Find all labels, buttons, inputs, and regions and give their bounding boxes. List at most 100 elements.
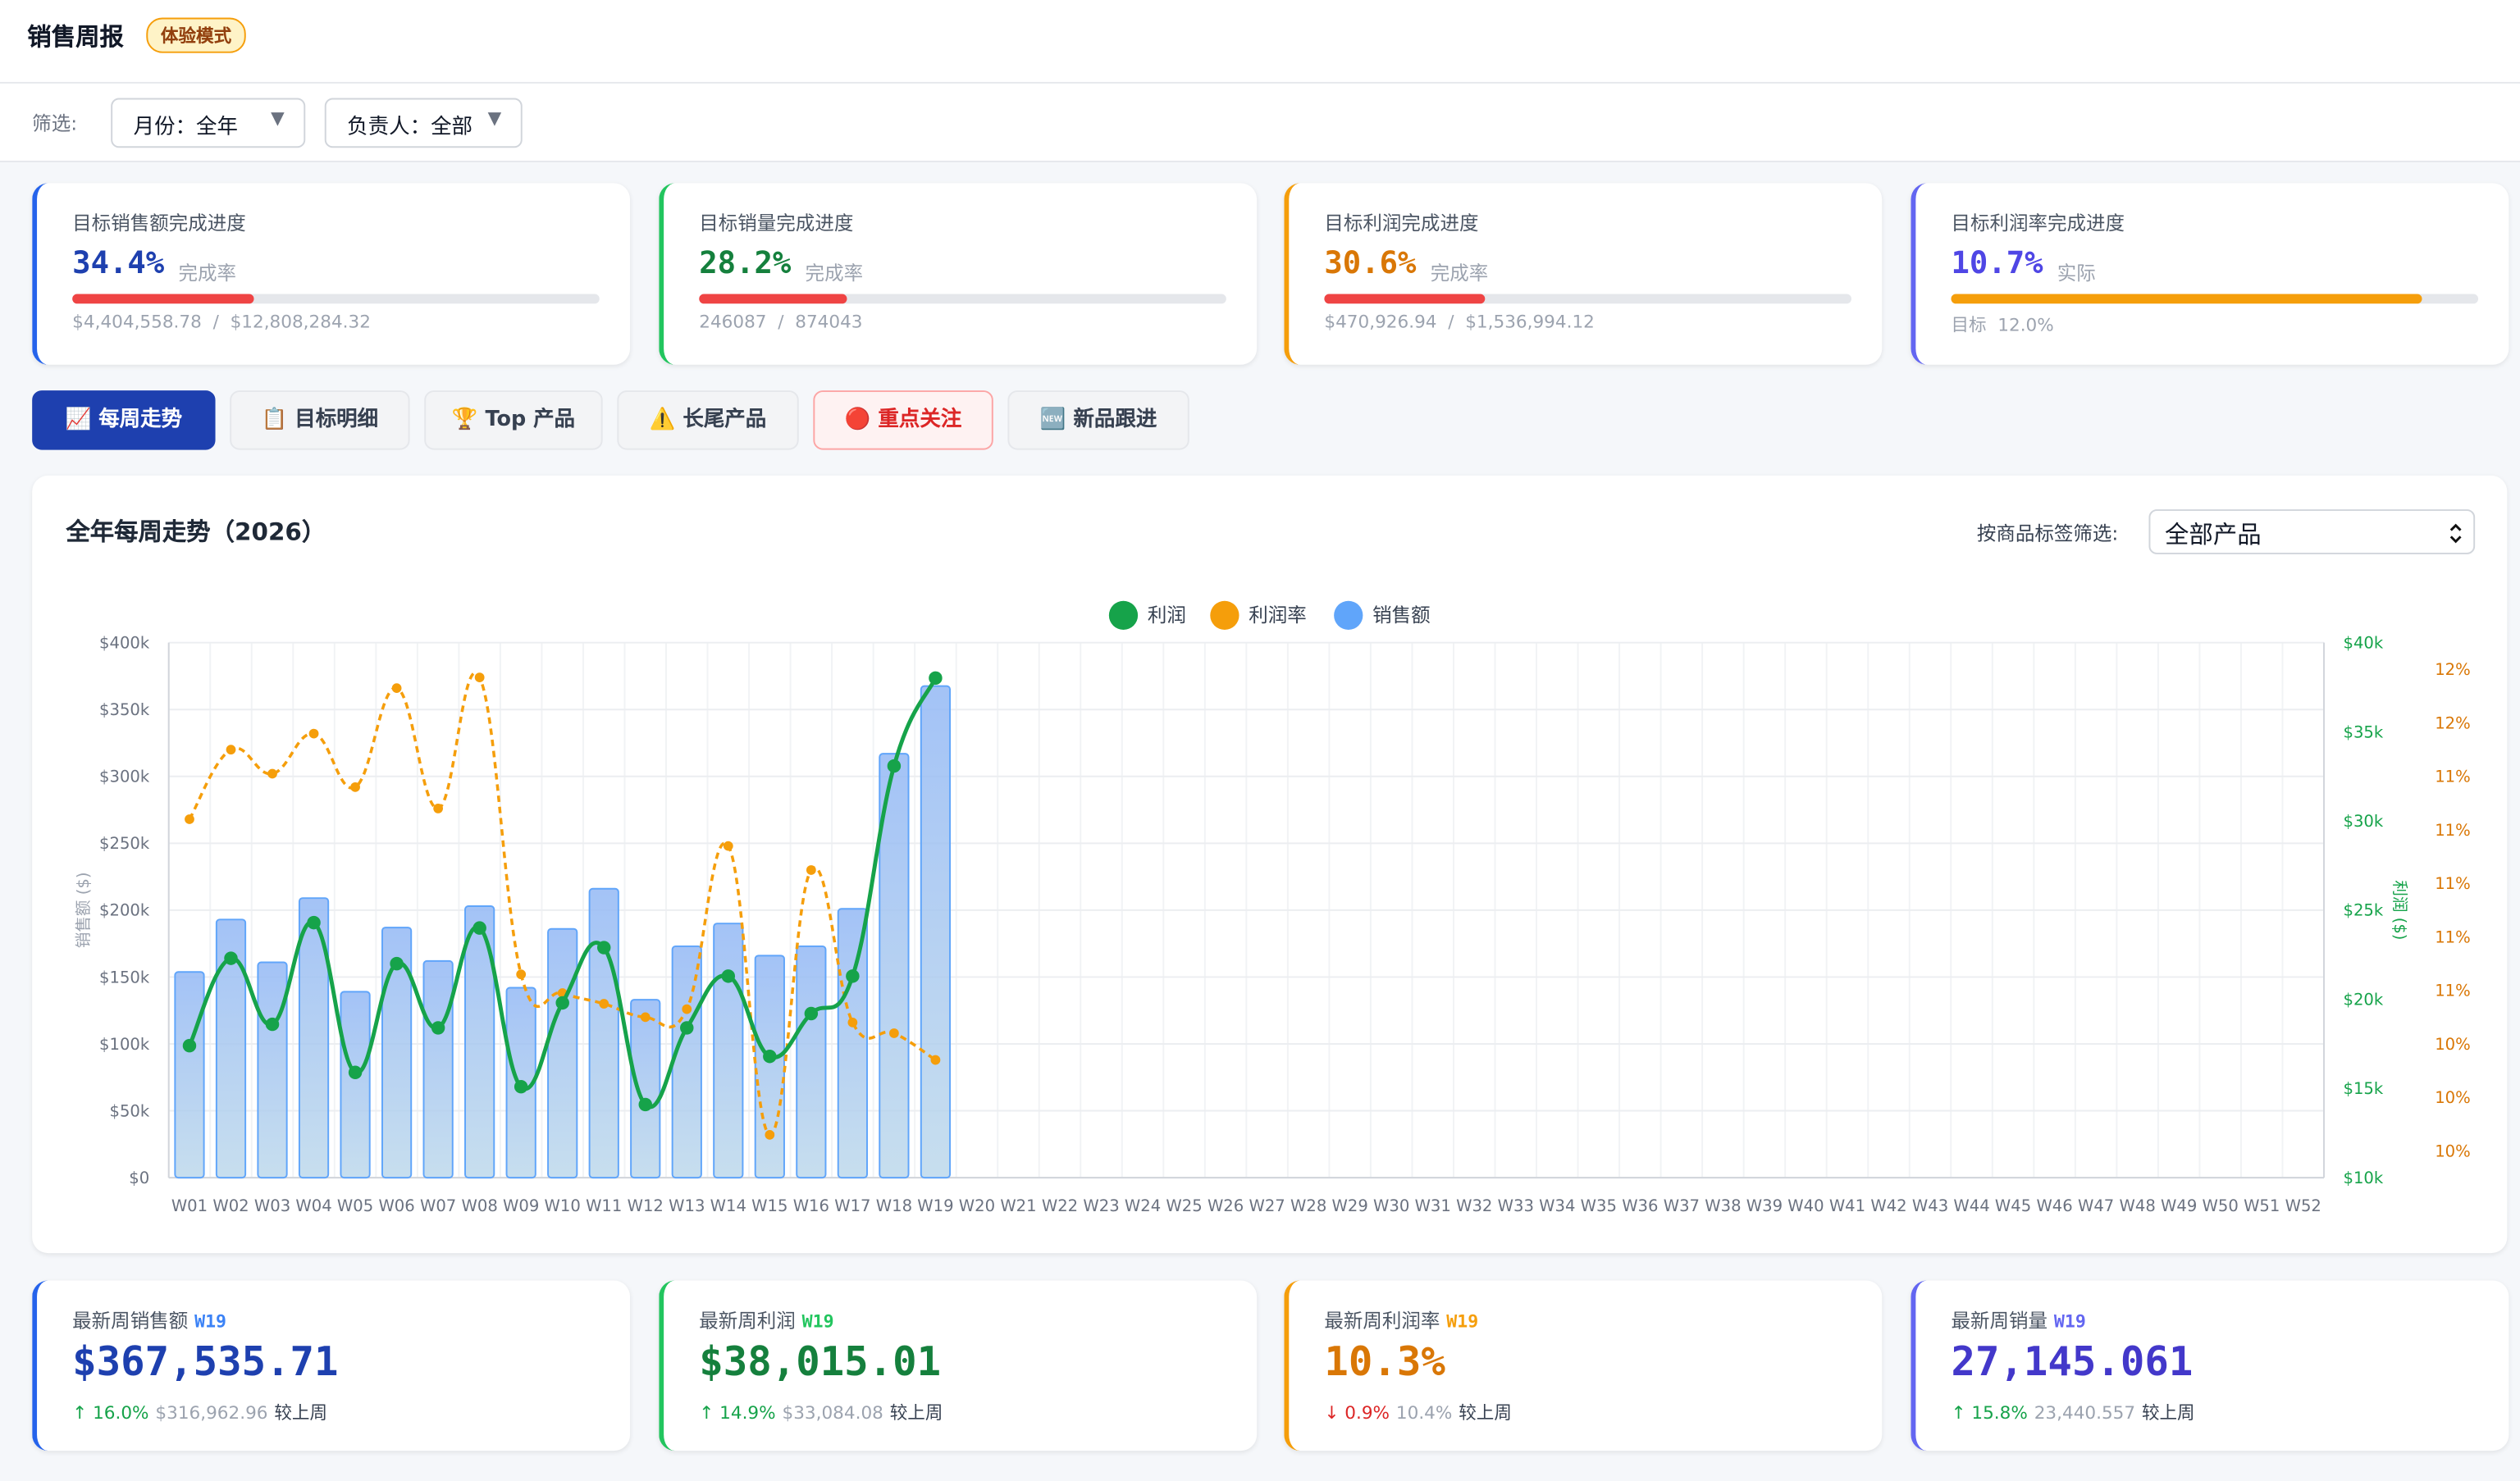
y2-tick-label: $30k <box>2344 812 2384 831</box>
x-tick-label: W01 <box>171 1196 208 1215</box>
latest-value: 27,145.061 <box>1951 1338 2194 1385</box>
latest-week: W19 <box>2053 1310 2086 1333</box>
kpi-label: 目标销量完成进度 <box>699 212 854 235</box>
kpi-value: 10.7% <box>1951 245 2043 281</box>
latest-footer: ↑ 16.0% $316,962.96 较上周 <box>72 1399 327 1424</box>
kpi-unit: 完成率 <box>178 262 237 285</box>
filter-dropdown[interactable]: 负责人：全部 ▼ <box>324 98 523 148</box>
legend-label: 利润 <box>1148 604 1186 627</box>
bar <box>671 945 702 1179</box>
point <box>308 728 319 739</box>
tab[interactable]: 🔴 重点关注 <box>813 390 993 450</box>
kpi-footer: $470,926.94 / $1,536,994.12 <box>1324 312 1605 332</box>
select-value: 全部产品 <box>2165 520 2262 550</box>
footer-text: 246087 <box>699 312 767 333</box>
x-tick-label: W33 <box>1498 1196 1534 1215</box>
point <box>267 768 277 779</box>
filter-dropdown[interactable]: 月份：全年 ▼ <box>111 98 306 148</box>
x-tick-label: W40 <box>1787 1196 1824 1215</box>
footer-text: $4,404,558.78 <box>72 312 202 333</box>
latest-week: W19 <box>1446 1310 1479 1333</box>
kpi-label: 目标销售额完成进度 <box>72 212 246 235</box>
tab[interactable]: 🏆 Top 产品 <box>424 390 603 450</box>
line <box>188 672 937 1137</box>
point <box>182 1038 197 1053</box>
y-tick-label: $200k <box>99 901 150 920</box>
y3-tick-label: 11% <box>2435 927 2471 946</box>
latest-footer: ↑ 14.9% $33,084.08 较上周 <box>699 1399 943 1424</box>
kpi-unit: 完成率 <box>1430 262 1489 285</box>
filter-text: 负责人：全部 <box>347 116 473 140</box>
filter-text: 月份：全年 <box>133 116 238 140</box>
x-tick-label: W09 <box>503 1196 539 1215</box>
kpi-unit: 完成率 <box>805 262 864 285</box>
tab[interactable]: 🆕 新品跟进 <box>1007 390 1189 450</box>
latest-value: $367,535.71 <box>72 1338 339 1385</box>
footer-text: 目标 <box>1951 315 1987 336</box>
x-tick-label: W31 <box>1415 1196 1451 1215</box>
latest-footer: ↑ 15.8% 23,440.557 较上周 <box>1951 1399 2194 1424</box>
x-tick-label: W04 <box>295 1196 331 1215</box>
point <box>763 1049 777 1064</box>
footer-text: / <box>778 312 784 333</box>
latest-card: 最新周利润 W19 $38,015.01 ↑ 14.9% $33,084.08 较上周 <box>659 1280 1258 1451</box>
progress-bar <box>72 294 254 304</box>
point <box>596 941 611 955</box>
bar <box>381 927 413 1179</box>
point <box>226 745 236 755</box>
tab[interactable]: 📈 每周走势 <box>32 390 216 450</box>
x-tick-label: W44 <box>1953 1196 1989 1215</box>
x-tick-label: W35 <box>1581 1196 1617 1215</box>
x-tick-label: W18 <box>876 1196 912 1215</box>
tag-select[interactable]: 全部产品 <box>2148 509 2476 554</box>
previous: 23,440.557 <box>2034 1402 2136 1424</box>
point <box>721 969 736 983</box>
filter-arrow: ▼ <box>271 107 285 129</box>
x-tick-label: W06 <box>378 1196 414 1215</box>
x-tick-label: W45 <box>1995 1196 2031 1215</box>
legend-swatch <box>1108 600 1139 631</box>
footer-text: 874043 <box>795 312 863 333</box>
footer-text: 12.0% <box>1997 315 2054 336</box>
legend-label: 销售额 <box>1372 604 1431 627</box>
y3-tick-label: 11% <box>2435 821 2471 840</box>
bar <box>257 961 288 1179</box>
suffix: 较上周 <box>2141 1402 2195 1424</box>
y-tick-label: $350k <box>99 700 150 719</box>
y2-tick-label: $10k <box>2344 1169 2384 1187</box>
bar <box>796 945 827 1179</box>
point <box>185 814 194 824</box>
y2-tick-label: $20k <box>2344 990 2384 1009</box>
point <box>765 1130 775 1140</box>
previous: $33,084.08 <box>782 1402 883 1424</box>
point <box>889 1028 899 1038</box>
footer-text: $1,536,994.12 <box>1465 312 1595 333</box>
point <box>348 1065 363 1080</box>
progress-bar <box>699 294 848 304</box>
tab[interactable]: 📋 目标明细 <box>230 390 410 450</box>
latest-name: 最新周利润 <box>699 1309 796 1333</box>
x-tick-label: W39 <box>1746 1196 1783 1215</box>
x-tick-label: W17 <box>834 1196 870 1215</box>
kpi-card: 目标销量完成进度 28.2% 完成率 246087 / 874043 <box>659 183 1258 365</box>
y3-tick-label: 12% <box>2435 660 2471 679</box>
filter-arrow: ▼ <box>487 107 502 129</box>
point <box>350 782 360 792</box>
point <box>638 1097 652 1112</box>
bar <box>837 908 868 1179</box>
point <box>516 969 527 980</box>
x-tick-label: W28 <box>1290 1196 1326 1215</box>
filter-bar: 筛选: 月份：全年 ▼ 负责人：全部 ▼ <box>0 83 2520 162</box>
x-tick-label: W07 <box>420 1196 456 1215</box>
bar <box>174 971 205 1179</box>
x-tick-label: W47 <box>2078 1196 2114 1215</box>
point <box>472 921 486 935</box>
y2-tick-label: $15k <box>2344 1079 2384 1098</box>
y-tick-label: $150k <box>99 968 150 987</box>
filter-label: 筛选: <box>32 112 78 135</box>
y-axis-title: 销售额 ($) <box>74 873 93 949</box>
tab[interactable]: ⚠️ 长尾产品 <box>617 390 799 450</box>
x-tick-label: W03 <box>254 1196 290 1215</box>
bar <box>879 753 910 1179</box>
point <box>265 1017 280 1032</box>
